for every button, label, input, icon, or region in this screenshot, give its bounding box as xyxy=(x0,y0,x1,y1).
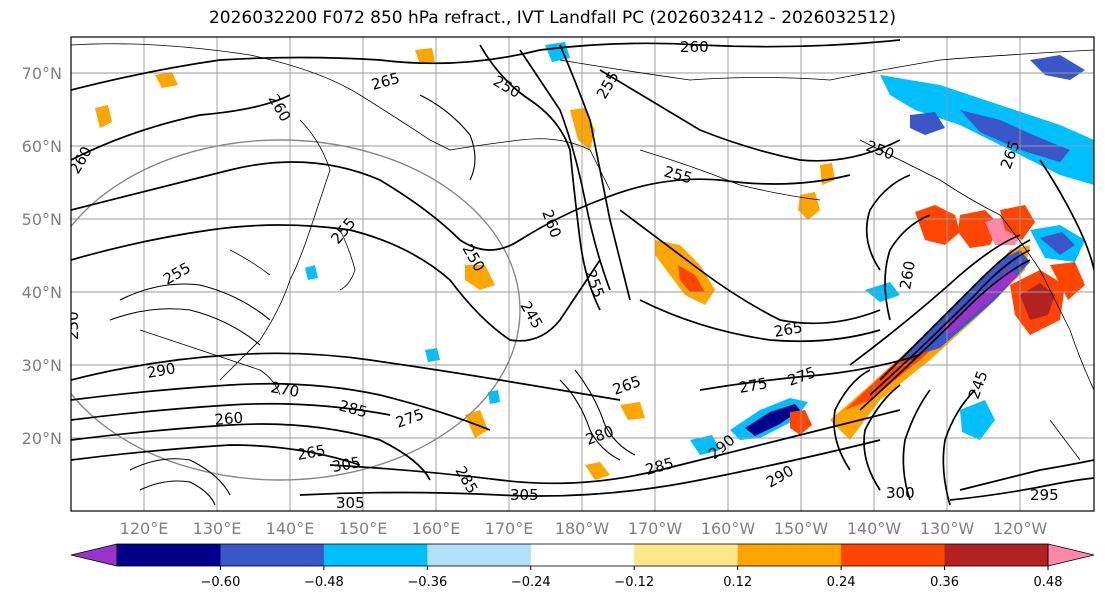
lon-label: 140°E xyxy=(266,519,315,538)
lat-label: 30°N xyxy=(22,356,62,375)
colorbar-segment xyxy=(737,544,842,566)
lat-label: 20°N xyxy=(22,429,62,448)
colorbar-tick-label: 0.24 xyxy=(827,575,856,590)
colorbar-tick-label: −0.12 xyxy=(614,575,654,590)
contour-labels: 260 265 250 255 255 260 265 250 255 260 … xyxy=(64,38,1059,512)
figure-title: 2026032200 F072 850 hPa refract., IVT La… xyxy=(208,8,896,28)
lon-label: 150°W xyxy=(774,519,829,538)
longitude-labels: 120°E 130°E 140°E 150°E 160°E 170°E 180°… xyxy=(120,519,1048,538)
contour-label: 295 xyxy=(1030,486,1059,504)
contour-label: 260 xyxy=(214,409,244,429)
latitude-labels: 70°N 60°N 50°N 40°N 30°N 20°N xyxy=(22,64,62,448)
lat-label: 60°N xyxy=(22,137,62,156)
contour-label: 260 xyxy=(896,259,919,290)
lat-label: 70°N xyxy=(22,64,62,83)
lat-label: 50°N xyxy=(22,210,62,229)
colorbar-segment xyxy=(841,544,946,566)
contour-label: 305 xyxy=(510,486,539,504)
colorbar-extend-left xyxy=(70,543,118,567)
colorbar-extend-right xyxy=(1047,543,1095,567)
colorbar-tick-label: 0.48 xyxy=(1034,575,1063,590)
colorbar-segment xyxy=(427,544,532,566)
lon-label: 130°W xyxy=(920,519,975,538)
colorbar: −0.60 −0.48 −0.36 −0.24 −0.12 0.12 0.24 0.36 0.4… xyxy=(70,543,1095,590)
colorbar-segment xyxy=(323,544,428,566)
contour-label: 265 xyxy=(773,318,804,341)
contour-label: 265 xyxy=(296,441,327,464)
lon-label: 150°E xyxy=(339,519,388,538)
colorbar-segment xyxy=(117,544,221,566)
radius-circle xyxy=(71,139,521,481)
lon-label: 140°W xyxy=(847,519,902,538)
colorbar-tick-label: −0.48 xyxy=(304,575,344,590)
lon-label: 180°W xyxy=(555,519,610,538)
colorbar-tick-label: −0.60 xyxy=(201,575,241,590)
contour-label: 305 xyxy=(336,494,365,512)
colorbar-tick-label: −0.36 xyxy=(407,575,447,590)
colorbar-tick-label: −0.24 xyxy=(511,575,551,590)
colorbar-segment xyxy=(530,544,635,566)
colorbar-tick-label: 0.36 xyxy=(930,575,959,590)
contour-label: 300 xyxy=(886,484,915,502)
refractivity-contours xyxy=(71,39,1094,506)
colorbar-segment xyxy=(220,544,325,566)
contour-label: 275 xyxy=(738,374,769,397)
contour-label: 250 xyxy=(64,311,82,340)
lat-label: 40°N xyxy=(22,283,62,302)
contour-label: 260 xyxy=(680,38,709,56)
lon-label: 160°W xyxy=(701,519,756,538)
contour-label: 270 xyxy=(269,378,300,401)
colorbar-tick-label: 0.12 xyxy=(723,575,752,590)
map-frame xyxy=(70,36,1095,512)
colorbar-segment xyxy=(944,544,1049,566)
graticule xyxy=(71,37,1094,511)
lon-label: 160°E xyxy=(412,519,461,538)
lon-label: 170°E xyxy=(485,519,534,538)
lon-label: 130°E xyxy=(193,519,242,538)
lon-label: 170°W xyxy=(628,519,683,538)
contour-label: 290 xyxy=(146,359,177,382)
lon-label: 120°E xyxy=(120,519,169,538)
colorbar-segment xyxy=(634,544,739,566)
contour-label: 305 xyxy=(331,453,362,476)
lon-label: 120°W xyxy=(993,519,1048,538)
